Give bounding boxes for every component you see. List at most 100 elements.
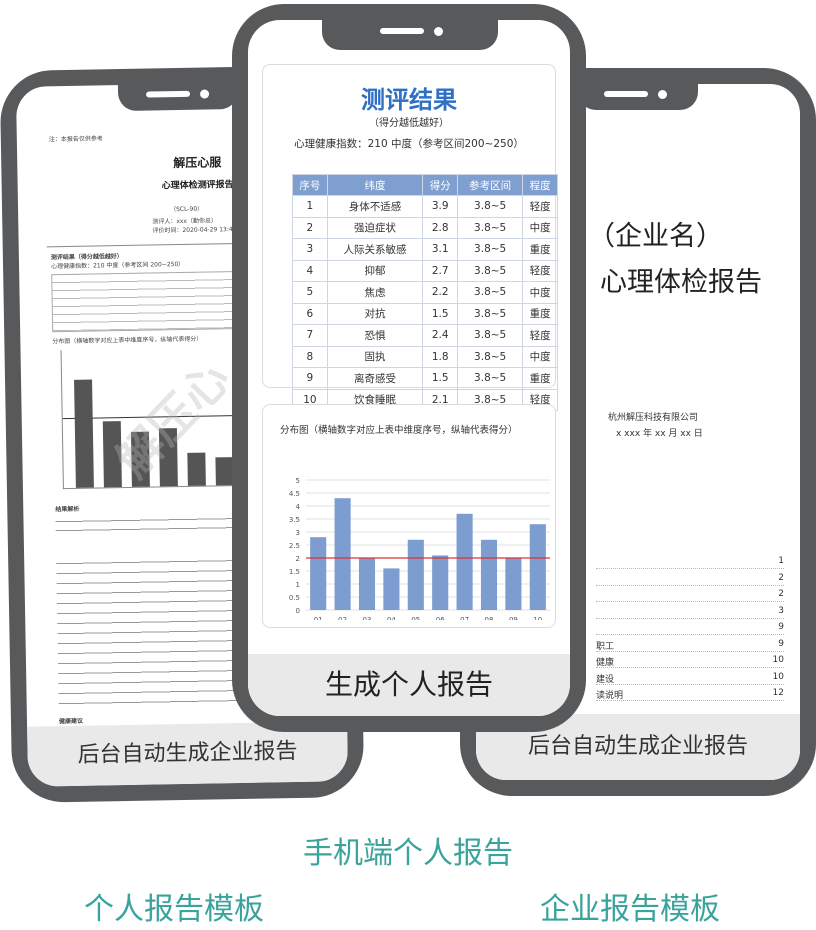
table-cell: 1.5 — [422, 367, 459, 390]
table-cell: 1.8 — [422, 345, 459, 368]
y-tick-label: 5 — [296, 477, 300, 485]
table-cell: 离奇感受 — [326, 367, 424, 390]
toc-entry: 2 — [596, 589, 784, 602]
chart-bar — [310, 537, 327, 610]
table-cell: 3.8~5 — [457, 302, 524, 325]
y-tick-label: 2 — [296, 555, 300, 563]
toc-page: 2 — [778, 572, 784, 583]
y-tick-label: 1.5 — [289, 568, 300, 576]
personal-template-label: 个人报告模板 — [84, 892, 264, 927]
table-cell: 5 — [292, 281, 328, 304]
table-cell: 固执 — [326, 345, 424, 368]
report-scale: （SCL-90） — [170, 205, 204, 214]
table-cell: 重度 — [522, 367, 558, 390]
x-tick-label: 07 — [460, 616, 469, 620]
chart-bar — [334, 498, 351, 610]
right-camera — [658, 90, 667, 99]
table-header-cell: 参考区间 — [457, 174, 524, 196]
table-cell: 2.8 — [422, 216, 459, 239]
table-cell: 中度 — [522, 281, 558, 304]
center-caption-band: 生成个人报告 — [248, 654, 570, 716]
toc-page: 9 — [778, 638, 784, 649]
x-tick-label: 09 — [509, 616, 518, 620]
center-camera — [434, 27, 443, 36]
left-camera — [199, 89, 210, 99]
table-cell: 9 — [292, 367, 328, 390]
report-note: 注：本报告仅供参考 — [48, 135, 103, 144]
table-row: 6 对抗 1.5 3.8~5 重度 — [292, 302, 558, 325]
x-tick-label: 04 — [387, 616, 396, 620]
table-header-cell: 程度 — [522, 174, 558, 196]
bar-chart: 0 0.5 1 1.5 2 2.5 3 3.5 4 4.5 5 01 02 03 04 05 06 07 08 09 1… — [289, 477, 550, 620]
toc-text: 健康 — [596, 658, 615, 668]
toc-page: 12 — [772, 688, 784, 698]
table-row: 1 身体不适感 3.9 3.8~5 轻度 — [292, 195, 558, 218]
table-cell: 8 — [292, 345, 328, 368]
table-cell: 对抗 — [326, 302, 424, 325]
toc-entry: 9 — [596, 622, 784, 635]
table-cell: 3.8~5 — [457, 216, 524, 239]
x-tick-label: 01 — [314, 616, 323, 620]
chart-bar — [505, 558, 522, 610]
y-tick-label: 0 — [296, 607, 300, 615]
table-cell: 1.5 — [422, 302, 459, 325]
section-analysis: 结果解析 — [55, 505, 80, 514]
report-tester: 测评人：xxx（勤你总） — [152, 217, 218, 226]
x-tick-label: 05 — [411, 616, 420, 620]
table-cell: 7 — [292, 324, 328, 347]
y-tick-label: 2.5 — [289, 542, 300, 550]
y-tick-label: 1 — [296, 581, 300, 589]
center-caption: 生成个人报告 — [324, 668, 493, 701]
toc-entry: 1 — [596, 556, 784, 569]
chart-bar — [456, 513, 473, 610]
table-cell: 6 — [292, 302, 328, 325]
table-cell: 2.7 — [422, 259, 459, 282]
report-date: 评价时间：2020-04-29 13:45 — [152, 226, 237, 235]
toc-page: 9 — [778, 622, 784, 632]
enterprise-report-title: 心理体检报告 — [600, 267, 762, 298]
table-cell: 焦虑 — [326, 281, 424, 304]
table-row: 4 抑郁 2.7 3.8~5 轻度 — [292, 259, 558, 282]
chart-bar — [529, 524, 546, 610]
table-cell: 3.8~5 — [457, 324, 524, 347]
section-result: 测评结果（得分越低越好） — [50, 253, 123, 262]
chart-title: 分布图（横轴数字对应上表中维度序号，纵轴代表得分） — [280, 425, 518, 436]
health-index: 心理健康指数：210 中度（参考区间 200~250） — [51, 260, 185, 271]
toc-text: 职工 — [596, 641, 615, 652]
toc-text: 建设 — [596, 674, 615, 685]
table-cell: 轻度 — [522, 259, 558, 282]
y-tick-label: 3 — [296, 529, 300, 537]
left-caption: 后台自动生成企业报告 — [77, 739, 298, 768]
table-cell: 3.8~5 — [457, 367, 524, 390]
table-cell: 3 — [292, 238, 328, 261]
x-tick-label: 03 — [363, 616, 372, 620]
toc-page: 10 — [772, 655, 784, 665]
table-cell: 3.9 — [422, 195, 459, 218]
table-cell: 恐惧 — [326, 324, 424, 347]
y-tick-label: 0.5 — [289, 594, 300, 602]
toc-page: 10 — [772, 671, 784, 682]
result-subtitle: （得分越低越好） — [369, 118, 449, 129]
toc-entry: 3 — [596, 606, 784, 619]
x-tick-label: 06 — [436, 616, 445, 620]
table-cell: 抑郁 — [326, 259, 424, 282]
y-tick-label: 4 — [296, 503, 301, 511]
chart-bar — [480, 539, 498, 610]
table-row: 2 强迫症状 2.8 3.8~5 中度 — [292, 216, 558, 239]
toc-entry: 职工 9 — [596, 639, 784, 652]
result-title: 测评结果 — [361, 86, 457, 114]
table-row: 5 焦虑 2.2 3.8~5 中度 — [292, 281, 558, 304]
table-cell: 中度 — [522, 345, 558, 368]
table-cell: 重度 — [522, 302, 558, 325]
toc-text: 读说明 — [596, 691, 624, 701]
table-cell: 2.2 — [422, 281, 459, 304]
table-header-cell: 序号 — [292, 174, 328, 196]
table-row: 9 离奇感受 1.5 3.8~5 重度 — [292, 367, 558, 390]
y-tick-label: 4.5 — [289, 490, 300, 498]
enterprise-template-label: 企业报告模板 — [540, 892, 720, 927]
table-cell: 3.8~5 — [457, 195, 524, 218]
table-cell: 4 — [292, 259, 328, 282]
table-cell: 3.1 — [422, 238, 459, 261]
chart-bar — [383, 568, 400, 610]
left-speaker — [146, 90, 191, 98]
